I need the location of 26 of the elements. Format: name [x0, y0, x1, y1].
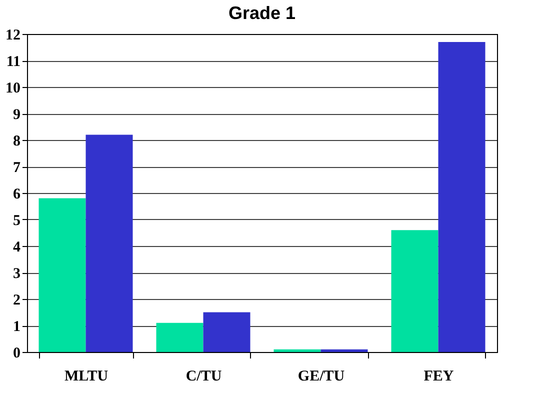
x-tick-label: C/TU [186, 368, 222, 384]
y-tick-label: 6 [13, 186, 21, 202]
bar [320, 349, 368, 352]
x-tick-label: MLTU [64, 368, 108, 384]
y-tick-label: 8 [13, 134, 20, 150]
bar [156, 322, 204, 352]
y-tick-label: 12 [6, 28, 20, 44]
y-tick-label: 1 [13, 319, 20, 335]
bar [438, 42, 486, 352]
y-tick-label: 10 [6, 80, 20, 96]
x-tick-label: FEY [424, 368, 454, 384]
y-tick-label: 5 [13, 213, 20, 229]
y-tick-label: 11 [6, 54, 20, 70]
chart-title: Grade 1 [228, 3, 296, 23]
bar [391, 230, 438, 352]
bar [203, 312, 250, 352]
bar [38, 198, 86, 352]
y-tick-label: 3 [13, 266, 20, 282]
y-tick-label: 0 [13, 346, 20, 362]
y-tick-label: 4 [13, 240, 21, 256]
bar [274, 349, 321, 352]
bar [86, 134, 133, 352]
y-tick-label: 9 [13, 107, 20, 123]
y-tick-label: 7 [13, 160, 21, 176]
y-tick-label: 2 [13, 292, 20, 308]
x-tick-label: GE/TU [298, 368, 345, 384]
